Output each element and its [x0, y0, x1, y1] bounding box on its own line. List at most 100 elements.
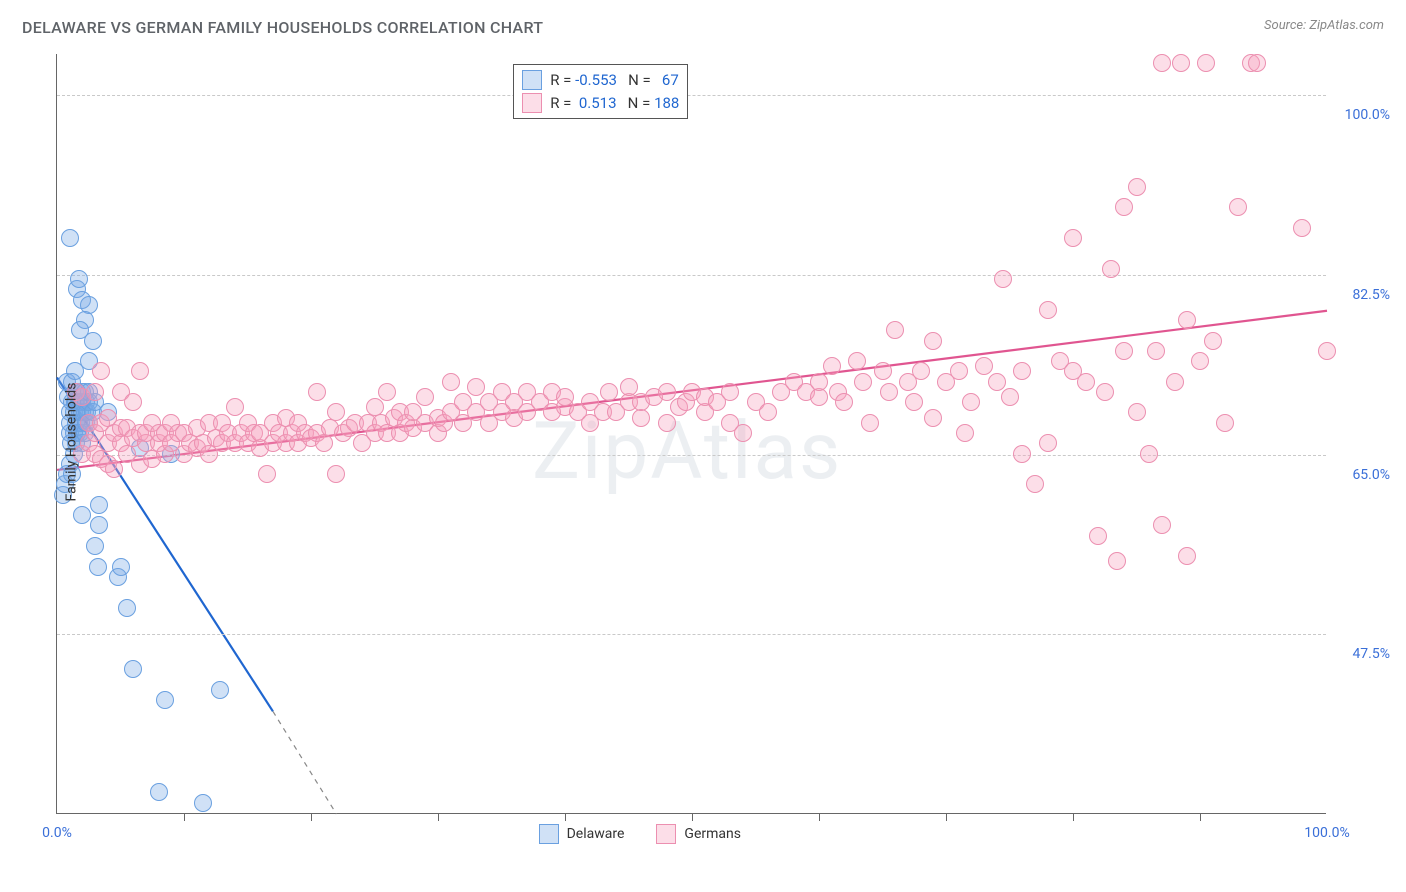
scatter-point	[1140, 445, 1158, 463]
scatter-point	[1013, 362, 1031, 380]
gridline	[57, 275, 1326, 276]
legend-label: Germans	[684, 826, 741, 842]
scatter-point	[962, 393, 980, 411]
scatter-point	[1115, 342, 1133, 360]
scatter-point	[759, 403, 777, 421]
scatter-point	[194, 794, 212, 812]
stats-row: R = -0.553 N = 67	[522, 69, 679, 92]
scatter-point	[86, 383, 104, 401]
x-tick	[819, 813, 820, 821]
scatter-point	[1191, 352, 1209, 370]
legend-swatch	[539, 824, 559, 844]
scatter-point	[880, 383, 898, 401]
scatter-point	[327, 465, 345, 483]
scatter-point	[258, 465, 276, 483]
scatter-point	[1102, 260, 1120, 278]
scatter-point	[988, 373, 1006, 391]
legend-swatch	[522, 70, 542, 90]
scatter-point	[874, 362, 892, 380]
y-axis-title: Family Households	[63, 383, 79, 502]
scatter-point	[924, 409, 942, 427]
y-tick-label: 47.5%	[1334, 646, 1390, 662]
scatter-point	[327, 403, 345, 421]
scatter-point	[105, 460, 123, 478]
scatter-point	[124, 393, 142, 411]
scatter-point	[734, 424, 752, 442]
scatter-point	[1229, 198, 1247, 216]
gridline	[57, 455, 1326, 456]
scatter-point	[73, 506, 91, 524]
scatter-point	[1204, 332, 1222, 350]
scatter-point	[658, 414, 676, 432]
scatter-point	[118, 599, 136, 617]
scatter-point	[442, 373, 460, 391]
scatter-point	[1128, 403, 1146, 421]
trend-line-extrapolated	[273, 711, 337, 814]
scatter-point	[1096, 383, 1114, 401]
scatter-point	[810, 388, 828, 406]
scatter-point	[861, 414, 879, 432]
scatter-point	[150, 783, 168, 801]
scatter-point	[600, 383, 618, 401]
scatter-point	[975, 357, 993, 375]
scatter-point	[1153, 54, 1171, 72]
scatter-point	[156, 691, 174, 709]
y-tick-label: 65.0%	[1334, 467, 1390, 483]
scatter-point	[1318, 342, 1336, 360]
scatter-point	[1166, 373, 1184, 391]
stats-row: R = 0.513 N = 188	[522, 92, 679, 115]
scatter-point	[1108, 552, 1126, 570]
scatter-point	[226, 398, 244, 416]
scatter-point	[556, 388, 574, 406]
scatter-point	[810, 373, 828, 391]
legend-item: Delaware	[539, 824, 625, 844]
scatter-point	[1001, 388, 1019, 406]
x-tick	[184, 813, 185, 821]
x-tick	[438, 813, 439, 821]
scatter-point	[1216, 414, 1234, 432]
scatter-point	[886, 321, 904, 339]
scatter-point	[924, 332, 942, 350]
scatter-point	[1293, 219, 1311, 237]
x-tick	[311, 813, 312, 821]
scatter-point	[1039, 301, 1057, 319]
scatter-point	[854, 373, 872, 391]
stats-text: R = -0.553 N = 67	[550, 69, 679, 92]
scatter-point	[378, 383, 396, 401]
scatter-point	[1064, 229, 1082, 247]
scatter-point	[658, 383, 676, 401]
chart-title: DELAWARE VS GERMAN FAMILY HOUSEHOLDS COR…	[22, 18, 543, 37]
gridline	[57, 95, 1326, 96]
source-label: Source: ZipAtlas.com	[1264, 18, 1384, 33]
y-tick-label: 100.0%	[1334, 107, 1390, 123]
x-tick	[1200, 813, 1201, 821]
scatter-point	[1178, 311, 1196, 329]
scatter-point	[721, 383, 739, 401]
scatter-point	[61, 229, 79, 247]
gridline	[57, 634, 1326, 635]
scatter-point	[823, 357, 841, 375]
scatter-point	[1039, 434, 1057, 452]
x-tick	[1073, 813, 1074, 821]
scatter-point	[131, 362, 149, 380]
bottom-legend: Delaware Germans	[539, 824, 741, 844]
scatter-point	[632, 409, 650, 427]
scatter-point	[416, 388, 434, 406]
scatter-point	[912, 362, 930, 380]
scatter-point	[1248, 54, 1266, 72]
legend-item: Germans	[656, 824, 741, 844]
scatter-point	[1013, 445, 1031, 463]
legend-swatch	[656, 824, 676, 844]
scatter-point	[89, 558, 107, 576]
scatter-point	[308, 383, 326, 401]
x-tick-label: 100.0%	[1304, 825, 1349, 841]
scatter-point	[835, 393, 853, 411]
scatter-point	[1178, 547, 1196, 565]
scatter-point	[905, 393, 923, 411]
stats-text: R = 0.513 N = 188	[550, 92, 679, 115]
scatter-point	[620, 378, 638, 396]
scatter-point	[848, 352, 866, 370]
scatter-point	[1147, 342, 1165, 360]
scatter-point	[92, 362, 110, 380]
scatter-point	[1115, 198, 1133, 216]
